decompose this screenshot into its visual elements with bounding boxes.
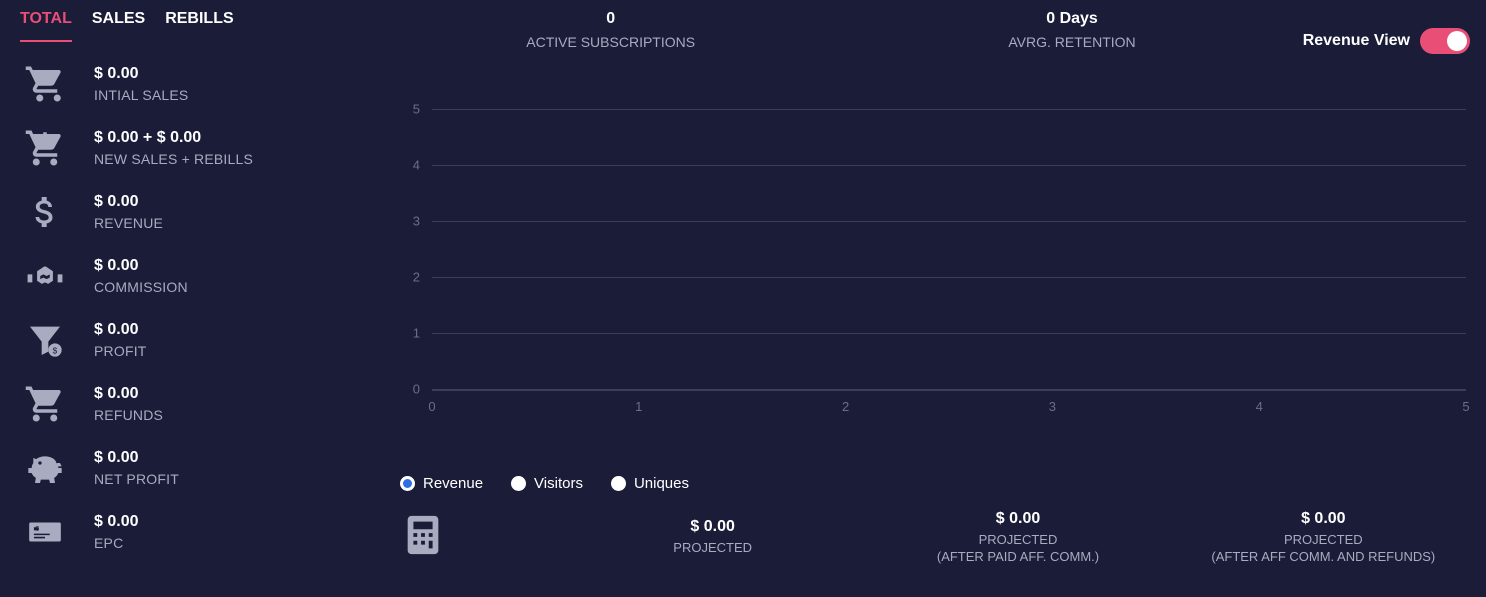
piggy-icon — [18, 444, 72, 492]
y-tick-label: 5 — [400, 102, 420, 117]
radio-icon — [611, 476, 626, 491]
stat-avg-retention: 0 Days AVRG. RETENTION — [841, 10, 1302, 50]
metric-label: NET PROFIT — [94, 471, 179, 487]
grid-line — [432, 109, 1466, 110]
handshake-icon — [18, 252, 72, 300]
chart: 012345012345 — [400, 109, 1466, 429]
metric-label: REVENUE — [94, 215, 163, 231]
projected-3: $ 0.00 PROJECTED (AFTER AFF COMM. AND RE… — [1171, 510, 1476, 566]
metric-value: $ 0.00 — [94, 385, 163, 403]
radio-icon — [511, 476, 526, 491]
metric-row: $ $ 0.00 PROFIT — [18, 316, 380, 364]
projections-row: $ 0.00 PROJECTED $ 0.00 PROJECTED (AFTER… — [380, 510, 1476, 566]
metric-label: COMMISSION — [94, 279, 188, 295]
y-tick-label: 0 — [400, 382, 420, 397]
legend-label: Revenue — [423, 475, 483, 492]
cart-plus-icon — [18, 124, 72, 172]
funnel-icon: $ — [18, 316, 72, 364]
legend-uniques[interactable]: Uniques — [611, 475, 689, 492]
y-tick-label: 3 — [400, 214, 420, 229]
metric-value: $ 0.00 + $ 0.00 — [94, 129, 253, 147]
metric-row: $ 0.00 REFUNDS — [18, 380, 380, 428]
projected-label: PROJECTED (AFTER PAID AFF. COMM.) — [865, 532, 1170, 566]
metric-value: $ 0.00 — [94, 449, 179, 467]
y-tick-label: 4 — [400, 158, 420, 173]
legend-label: Uniques — [634, 475, 689, 492]
metric-value: $ 0.00 — [94, 257, 188, 275]
metric-row: $ 0.00 NET PROFIT — [18, 444, 380, 492]
calculator-icon — [400, 512, 460, 563]
stat-value: 0 — [380, 10, 841, 28]
metric-row: $ $ 0.00 EPC — [18, 508, 380, 556]
stat-value: 0 Days — [841, 10, 1302, 28]
projected-value: $ 0.00 — [560, 518, 865, 536]
projected-value: $ 0.00 — [1171, 510, 1476, 528]
grid-line — [432, 221, 1466, 222]
stat-active-subscriptions: 0 ACTIVE SUBSCRIPTIONS — [380, 10, 841, 50]
metric-row: $ 0.00 INTIAL SALES — [18, 60, 380, 108]
svg-text:$: $ — [53, 345, 58, 355]
x-tick-label: 1 — [635, 399, 642, 453]
x-tick-label: 5 — [1462, 399, 1469, 453]
x-tick-label: 0 — [428, 399, 435, 453]
y-tick-label: 1 — [400, 326, 420, 341]
revenue-view-toggle[interactable] — [1420, 28, 1470, 54]
x-tick-label: 4 — [1256, 399, 1263, 453]
grid-line — [432, 333, 1466, 334]
x-tick-label: 3 — [1049, 399, 1056, 453]
metric-label: PROFIT — [94, 343, 147, 359]
metric-row: $ 0.00 + $ 0.00 NEW SALES + REBILLS — [18, 124, 380, 172]
y-tick-label: 2 — [400, 270, 420, 285]
tab-rebills[interactable]: REBILLS — [165, 10, 233, 42]
metric-label: NEW SALES + REBILLS — [94, 151, 253, 167]
cart-down-icon — [18, 380, 72, 428]
main-panel: 0 ACTIVE SUBSCRIPTIONS 0 Days AVRG. RETE… — [380, 10, 1476, 587]
check-icon: $ — [18, 508, 72, 556]
projected-value: $ 0.00 — [865, 510, 1170, 528]
metric-value: $ 0.00 — [94, 193, 163, 211]
metric-value: $ 0.00 — [94, 65, 188, 83]
metric-row: $ 0.00 COMMISSION — [18, 252, 380, 300]
tab-bar: TOTAL SALES REBILLS — [20, 10, 380, 42]
stat-label: AVRG. RETENTION — [841, 34, 1302, 50]
radio-icon — [400, 476, 415, 491]
tab-sales[interactable]: SALES — [92, 10, 145, 42]
sidebar: TOTAL SALES REBILLS $ 0.00INTIAL SALES$ … — [10, 10, 380, 587]
dollar-icon — [18, 188, 72, 236]
metric-row: $ 0.00 REVENUE — [18, 188, 380, 236]
metric-value: $ 0.00 — [94, 321, 147, 339]
projected-label: PROJECTED (AFTER AFF COMM. AND REFUNDS) — [1171, 532, 1476, 566]
toggle-label: Revenue View — [1303, 32, 1410, 50]
legend-label: Visitors — [534, 475, 583, 492]
svg-text:$: $ — [36, 525, 40, 532]
tab-total[interactable]: TOTAL — [20, 10, 72, 42]
chart-baseline — [432, 389, 1466, 391]
legend-visitors[interactable]: Visitors — [511, 475, 583, 492]
metric-label: EPC — [94, 535, 138, 551]
projected-1: $ 0.00 PROJECTED — [560, 518, 865, 557]
cart-icon — [18, 60, 72, 108]
metric-value: $ 0.00 — [94, 513, 138, 531]
metric-label: INTIAL SALES — [94, 87, 188, 103]
metric-label: REFUNDS — [94, 407, 163, 423]
chart-legend: Revenue Visitors Uniques — [400, 475, 1476, 492]
grid-line — [432, 277, 1466, 278]
projected-label: PROJECTED — [560, 540, 865, 557]
stat-label: ACTIVE SUBSCRIPTIONS — [380, 34, 841, 50]
projected-2: $ 0.00 PROJECTED (AFTER PAID AFF. COMM.) — [865, 510, 1170, 566]
grid-line — [432, 165, 1466, 166]
x-tick-label: 2 — [842, 399, 849, 453]
legend-revenue[interactable]: Revenue — [400, 475, 483, 492]
